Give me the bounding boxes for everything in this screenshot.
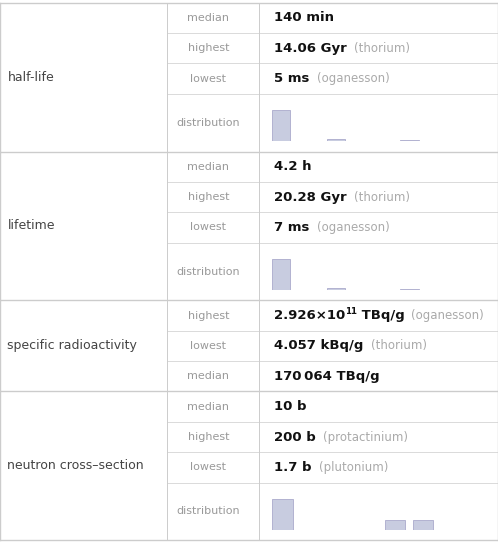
Text: lowest: lowest [190, 341, 226, 351]
Text: (thorium): (thorium) [371, 339, 427, 352]
Text: 4.2 h: 4.2 h [274, 160, 311, 173]
Bar [413, 520, 433, 530]
Text: highest: highest [188, 311, 229, 320]
Text: median: median [187, 402, 229, 412]
Bar [327, 288, 346, 290]
Text: (oganesson): (oganesson) [317, 221, 389, 234]
Text: median: median [187, 162, 229, 172]
Text: 20.28 Gyr: 20.28 Gyr [274, 191, 347, 204]
Bar [385, 520, 405, 530]
Text: neutron cross–section: neutron cross–section [7, 459, 144, 472]
Text: 5 ms: 5 ms [274, 72, 309, 85]
Text: highest: highest [188, 192, 229, 202]
Text: distribution: distribution [176, 267, 240, 276]
Text: 11: 11 [345, 307, 357, 317]
Text: specific radioactivity: specific radioactivity [7, 339, 137, 352]
Bar [400, 140, 419, 141]
Bar [272, 258, 290, 290]
Text: (oganesson): (oganesson) [317, 72, 389, 85]
Text: highest: highest [188, 432, 229, 442]
Text: (oganesson): (oganesson) [411, 309, 484, 322]
Text: 7 ms: 7 ms [274, 221, 309, 234]
Text: 4.057 kBq/g: 4.057 kBq/g [274, 339, 363, 352]
Text: (thorium): (thorium) [354, 42, 410, 55]
Text: lifetime: lifetime [7, 219, 55, 232]
Text: (thorium): (thorium) [354, 191, 410, 204]
Text: (plutonium): (plutonium) [319, 461, 388, 474]
Bar [272, 498, 292, 530]
Text: 200 b: 200 b [274, 431, 316, 444]
Bar [400, 289, 419, 290]
Text: distribution: distribution [176, 118, 240, 128]
Text: 170 064 TBq/g: 170 064 TBq/g [274, 370, 379, 383]
Text: 2.926×10: 2.926×10 [274, 309, 345, 322]
Text: highest: highest [188, 43, 229, 53]
Bar [272, 110, 290, 141]
Text: median: median [187, 371, 229, 381]
Text: lowest: lowest [190, 223, 226, 232]
Text: distribution: distribution [176, 507, 240, 516]
Text: 14.06 Gyr: 14.06 Gyr [274, 42, 347, 55]
Text: 10 b: 10 b [274, 400, 306, 413]
Text: lowest: lowest [190, 463, 226, 472]
Text: (protactinium): (protactinium) [323, 431, 408, 444]
Text: lowest: lowest [190, 74, 226, 84]
Text: 1.7 b: 1.7 b [274, 461, 311, 474]
Text: half-life: half-life [7, 71, 54, 84]
Text: TBq/g: TBq/g [357, 309, 405, 322]
Text: median: median [187, 13, 229, 23]
Bar [327, 139, 346, 141]
Text: 140 min: 140 min [274, 11, 334, 24]
